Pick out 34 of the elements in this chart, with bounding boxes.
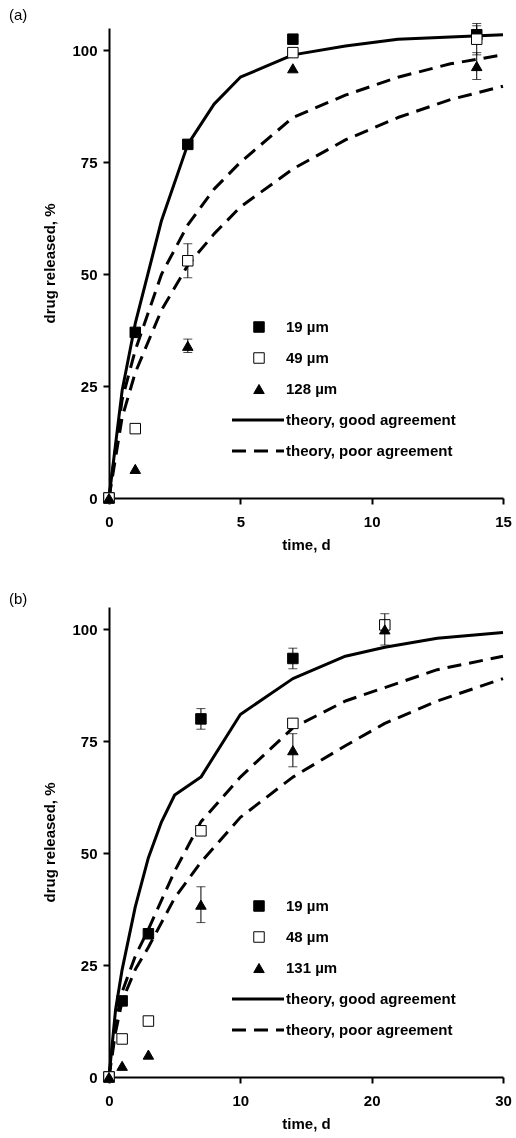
y-tick-label: 50 — [80, 844, 98, 862]
y-tick-label: 100 — [72, 41, 98, 59]
y-tick-label: 25 — [80, 377, 98, 395]
x-tick-label: 0 — [105, 512, 114, 530]
y-tick-label: 100 — [72, 620, 98, 638]
legend-label: 19 µm — [286, 318, 329, 335]
y-tick-label: 0 — [89, 1068, 98, 1086]
x-tick-label: 10 — [363, 512, 381, 530]
x-tick-label: 30 — [495, 1091, 512, 1109]
legend-label: 48 µm — [286, 928, 329, 945]
y-tick-label: 75 — [80, 732, 98, 750]
x-tick-label: 5 — [236, 512, 246, 530]
legend-label: theory, poor agreement — [286, 1021, 453, 1038]
legend-label: 19 µm — [286, 897, 329, 914]
legend-label: 128 µm — [286, 380, 338, 397]
chart-title: (b) — [9, 590, 28, 607]
x-tick-label: 20 — [363, 1091, 381, 1109]
x-tick-label: 0 — [105, 1091, 114, 1109]
legend-label: theory, poor agreement — [286, 442, 453, 459]
y-tick-label: 0 — [89, 489, 98, 507]
y-tick-label: 25 — [80, 956, 98, 974]
y-tick-label: 50 — [80, 265, 98, 283]
legend-label: 131 µm — [286, 959, 338, 976]
x-axis-title: time, d — [282, 1114, 331, 1132]
y-axis-title: drug released, % — [41, 203, 59, 324]
y-axis-title: drug released, % — [41, 782, 59, 903]
y-tick-label: 75 — [80, 153, 98, 171]
x-tick-label: 10 — [232, 1091, 250, 1109]
x-axis-title: time, d — [282, 535, 331, 553]
legend-label: theory, good agreement — [286, 990, 456, 1007]
legend-label: theory, good agreement — [286, 411, 456, 428]
chart-title: (a) — [9, 6, 28, 24]
x-tick-label: 15 — [495, 512, 512, 530]
legend-label: 49 µm — [286, 349, 329, 366]
